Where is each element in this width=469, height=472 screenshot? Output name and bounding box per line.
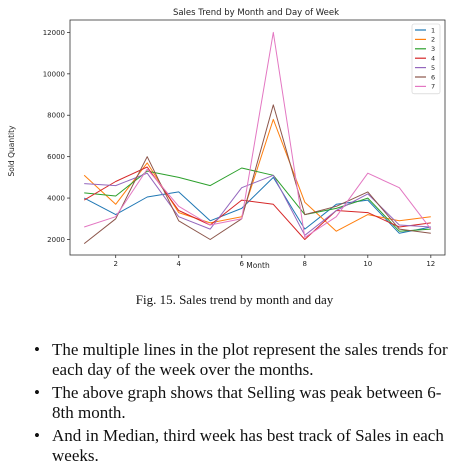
y-tick-label: 6000 [47, 153, 65, 161]
series-lines [83, 31, 432, 244]
x-tick-label: 2 [113, 260, 117, 268]
y-tick-label: 10000 [43, 70, 65, 78]
plot-frame [69, 19, 446, 256]
chart-title: Sales Trend by Month and Day of Week [173, 8, 339, 18]
bullet-item: The multiple lines in the plot represent… [34, 340, 454, 380]
series-line-2 [83, 118, 431, 232]
x-tick-label: 8 [303, 260, 307, 268]
series-line-6 [83, 104, 431, 244]
series-line-1 [83, 176, 431, 234]
legend-box [411, 23, 441, 95]
sales-trend-chart: Sales Trend by Month and Day of Week 2 4 6… [7, 8, 446, 270]
series-line-7 [84, 31, 432, 238]
legend-label-5: 5 [431, 64, 435, 72]
legend-label-2: 2 [431, 36, 435, 44]
y-tick-label: 2000 [47, 236, 65, 244]
bullet-list: The multiple lines in the plot represent… [34, 340, 454, 469]
legend-label-1: 1 [431, 26, 435, 34]
x-axis-label: Month [246, 261, 270, 270]
y-tick-label: 4000 [47, 195, 65, 203]
figure-caption: Fig. 15. Sales trend by month and day [135, 292, 334, 307]
series-line-5 [84, 172, 431, 236]
x-tick-label: 12 [426, 260, 435, 268]
x-tick-label: 4 [176, 260, 181, 268]
x-tick-label: 6 [240, 260, 245, 268]
y-tick-label: 12000 [43, 29, 65, 37]
x-tick-label: 10 [363, 260, 372, 268]
legend-label-6: 6 [431, 73, 435, 81]
bullet-item: And in Median, third week has best track… [34, 426, 454, 466]
y-tick-label: 8000 [47, 112, 65, 120]
legend: 1 23 456 7 [411, 23, 441, 95]
series-line-4 [83, 166, 431, 240]
legend-label-3: 3 [431, 45, 435, 53]
legend-label-4: 4 [431, 55, 435, 63]
bullet-item: The above graph shows that Selling was p… [34, 383, 454, 423]
y-axis-label: Sold Quantity [7, 125, 16, 177]
legend-label-7: 7 [431, 83, 435, 91]
